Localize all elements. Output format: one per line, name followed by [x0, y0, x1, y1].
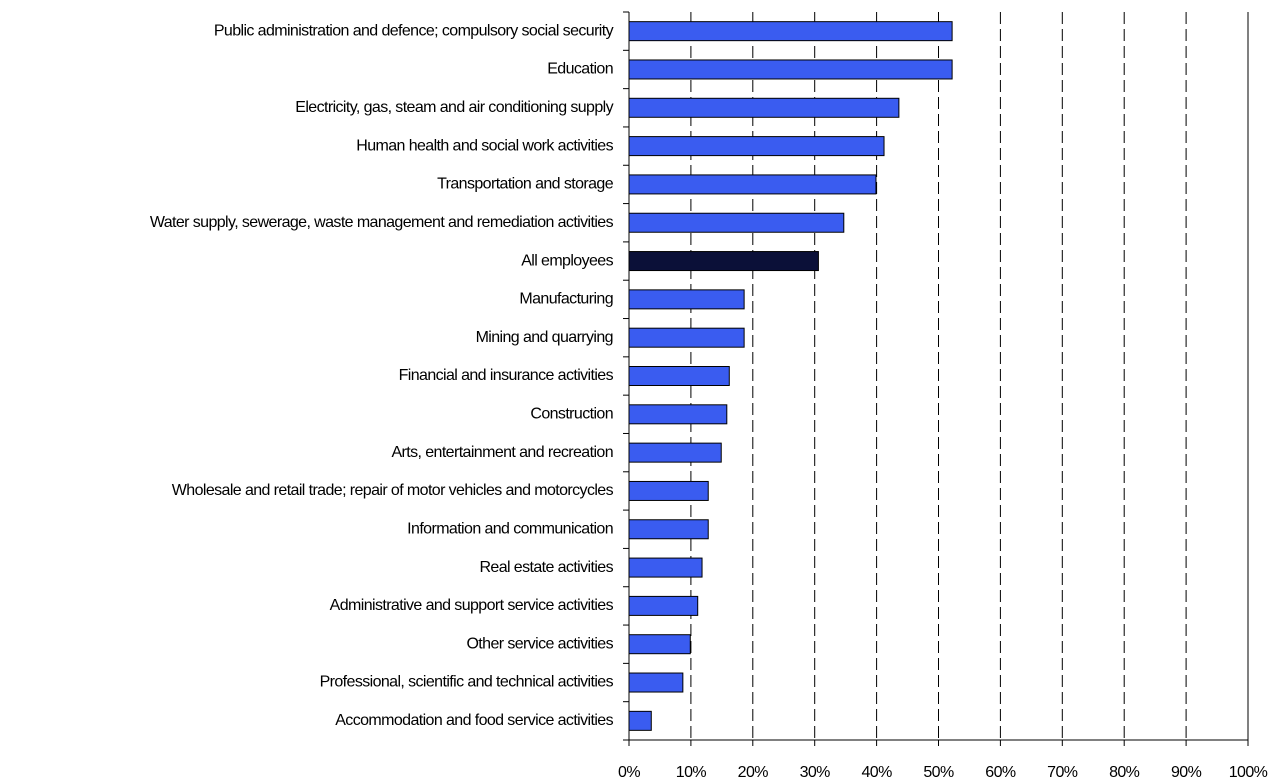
x-tick-label: 50% [923, 764, 954, 781]
y-tick-label: Transportation and storage [437, 176, 614, 193]
y-tick-label: Wholesale and retail trade; repair of mo… [172, 482, 614, 499]
y-tick-label: Construction [530, 406, 613, 423]
bar [628, 327, 745, 348]
bar [628, 404, 728, 425]
y-tick-label: Financial and insurance activities [399, 367, 614, 384]
bar [628, 136, 885, 157]
bar [628, 366, 730, 386]
y-tick-label: All employees [521, 252, 613, 269]
bar [628, 634, 691, 655]
y-tick-label: Information and communication [407, 520, 613, 537]
y-tick-label: Education [547, 61, 613, 78]
y-tick-label: Professional, scientific and technical a… [320, 674, 614, 691]
y-tick-label: Accommodation and food service activitie… [335, 712, 613, 729]
x-tick-label: 40% [861, 764, 892, 781]
y-tick-label: Real estate activities [479, 559, 613, 576]
bar [628, 710, 652, 731]
bar [628, 97, 900, 118]
x-tick-label: 10% [676, 764, 707, 781]
x-tick-label: 90% [1171, 764, 1202, 781]
x-tick-label: 100% [1229, 764, 1268, 781]
y-tick-label: Arts, entertainment and recreation [391, 444, 613, 461]
y-tick-label: Electricity, gas, steam and air conditio… [295, 99, 613, 116]
y-tick-label: Manufacturing [519, 291, 613, 308]
bar [628, 289, 745, 310]
y-tick-label: Administrative and support service activ… [330, 597, 614, 614]
bar [628, 595, 699, 616]
bar [628, 442, 722, 463]
bar [628, 557, 703, 578]
y-tick-label: Water supply, sewerage, waste management… [150, 214, 614, 231]
y-tick-label: Mining and quarrying [476, 329, 613, 346]
x-tick-label: 60% [985, 764, 1016, 781]
x-tick-label: 70% [1047, 764, 1078, 781]
bar [628, 672, 684, 693]
y-tick-label: Other service activities [466, 635, 613, 652]
x-tick-label: 30% [800, 764, 831, 781]
bar [628, 251, 819, 272]
x-tick-label: 80% [1109, 764, 1140, 781]
bar [628, 59, 953, 80]
bar [628, 174, 877, 195]
y-tick-label: Public administration and defence; compu… [214, 22, 614, 39]
y-tick-label: Human health and social work activities [356, 137, 613, 154]
bar [628, 519, 709, 540]
bar [628, 212, 845, 233]
x-tick-label: 0% [618, 764, 640, 781]
bar [628, 480, 709, 501]
x-tick-label: 20% [738, 764, 769, 781]
bar [628, 21, 953, 42]
